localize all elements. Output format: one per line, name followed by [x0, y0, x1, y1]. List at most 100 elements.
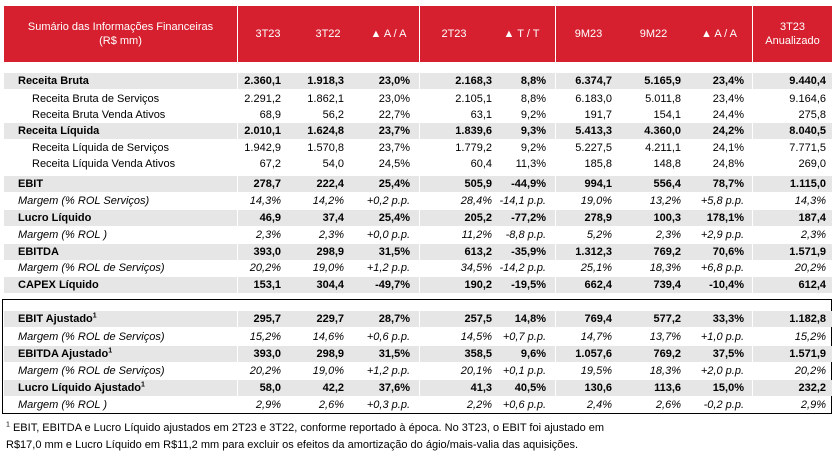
cell-value: +5,8 p.p.	[700, 195, 744, 207]
cell-value: 5.011,8	[645, 93, 681, 105]
header-yoy: ▲ A / A	[370, 28, 407, 40]
cell-value: -8,8 p.p.	[505, 229, 546, 241]
cell-value: 68,9	[259, 109, 281, 121]
cell-value: 185,8	[584, 158, 612, 170]
cell-value: 994,1	[584, 178, 612, 190]
cell-value: 2,6%	[655, 399, 681, 411]
column-divider	[237, 311, 238, 413]
table-row: EBIT Ajustado1 295,7 229,7 28,7% 257,5 14,8% 7…	[4, 311, 832, 327]
cell-value: 1.839,6	[455, 125, 492, 137]
cell-value: 24,4%	[712, 109, 744, 121]
header-group-quarter: 3T23 3T22 ▲ A / A	[238, 6, 419, 62]
cell-value: 15,2%	[249, 331, 281, 343]
table-row: CAPEX Líquido 153,1 304,4 -49,7% 190,2 -19,5%…	[4, 277, 832, 293]
cell-value: 9,2%	[520, 109, 546, 121]
row-label-receita-liquida-venda-ativos: Receita Líquida Venda Ativos	[32, 158, 176, 170]
row-label-margem-rol: Margem (% ROL )	[18, 399, 108, 411]
cell-value: 15,2%	[794, 331, 826, 343]
header-3t22: 3T22	[315, 28, 341, 40]
cell-value: 54,0	[322, 158, 344, 170]
cell-value: 22,7%	[378, 109, 410, 121]
table-row: Margem (% ROL Serviços) 14,3% 14,2% +0,2 p.…	[4, 193, 832, 209]
cell-value: 2,3%	[800, 229, 826, 241]
row-label-margem-rol-de-servicos: Margem (% ROL de Serviços)	[18, 365, 165, 377]
cell-value: 2,3%	[655, 229, 681, 241]
cell-value: -49,7%	[375, 279, 410, 291]
cell-value: 2,9%	[800, 399, 826, 411]
column-divider	[419, 311, 420, 413]
footnote-ref: 1	[92, 312, 97, 320]
header-9m23: 9M23	[574, 28, 603, 40]
cell-value: 1.570,8	[307, 142, 344, 154]
cell-value: +0,6 p.p.	[366, 331, 410, 343]
cell-value: 14,7%	[580, 331, 612, 343]
cell-value: 1.862,1	[307, 93, 344, 105]
cell-value: 2.105,1	[455, 93, 492, 105]
cell-value: 1.779,2	[455, 142, 492, 154]
cell-value: -77,2%	[511, 212, 546, 224]
table-row: Margem (% ROL ) 2,3% 2,3% +0,0 p.p. 11,2% -8,…	[4, 227, 832, 243]
cell-value: 153,1	[253, 279, 281, 291]
cell-value: 37,6%	[378, 382, 410, 394]
header-title-line1: Sumário das Informações Financeiras	[27, 21, 214, 33]
cell-value: 13,7%	[649, 331, 681, 343]
cell-value: 24,8%	[712, 158, 744, 170]
cell-value: 769,4	[584, 313, 612, 325]
cell-value: 19,0%	[312, 262, 344, 274]
cell-value: 295,7	[253, 313, 281, 325]
column-divider	[752, 73, 753, 293]
cell-value: 298,9	[316, 246, 344, 258]
cell-value: 4.211,1	[645, 142, 681, 154]
cell-value: 2,9%	[255, 399, 281, 411]
cell-value: 8,8%	[520, 93, 546, 105]
cell-value: 2.168,3	[455, 75, 492, 87]
cell-value: 1.942,9	[244, 142, 281, 154]
cell-value: -14,2 p.p.	[499, 262, 546, 274]
cell-value: 19,0%	[580, 195, 612, 207]
cell-value: -35,9%	[511, 246, 546, 258]
cell-value: 9.440,4	[789, 75, 826, 87]
header-2t23: 2T23	[441, 28, 467, 40]
cell-value: +1,2 p.p.	[366, 262, 410, 274]
row-label-receita-bruta: Receita Bruta	[18, 75, 89, 87]
cell-value: 58,0	[259, 382, 281, 394]
cell-value: 662,4	[584, 279, 612, 291]
cell-value: 2.291,2	[244, 93, 281, 105]
cell-value: +6,8 p.p.	[700, 262, 744, 274]
cell-value: 70,6%	[712, 246, 744, 258]
header-qoq: ▲ T / T	[503, 28, 540, 40]
cell-value: 269,0	[798, 158, 826, 170]
header-annual-3t23: 3T23	[779, 21, 806, 33]
cell-value: +1,0 p.p.	[700, 331, 744, 343]
cell-value: 25,4%	[378, 178, 410, 190]
cell-value: 2,4%	[586, 399, 612, 411]
cell-value: 5.413,3	[575, 125, 612, 137]
cell-value: 393,0	[253, 348, 281, 360]
table-row: Margem (% ROL de Serviços) 20,2% 19,0% +1,2…	[4, 363, 832, 379]
cell-value: -10,4%	[709, 279, 744, 291]
cell-value: 556,4	[653, 178, 681, 190]
cell-value: 9,3%	[520, 125, 546, 137]
row-label-lucro-liquido-ajustado: Lucro Líquido Ajustado1	[18, 381, 145, 394]
cell-value: +2,9 p.p.	[700, 229, 744, 241]
cell-value: 739,4	[653, 279, 681, 291]
cell-value: 577,2	[653, 313, 681, 325]
cell-value: 20,2%	[249, 262, 281, 274]
cell-value: 14,3%	[249, 195, 281, 207]
cell-value: 612,4	[798, 279, 826, 291]
table-header-title: Sumário das Informações Financeiras (R$ …	[4, 6, 237, 62]
cell-value: 42,2	[322, 382, 344, 394]
row-label-margem-rol-de-servicos: Margem (% ROL de Serviços)	[18, 262, 165, 274]
cell-value: 278,9	[584, 212, 612, 224]
header-3t23: 3T23	[255, 28, 281, 40]
header-group-qoq: 2T23 ▲ T / T	[420, 6, 555, 62]
row-label-margem-rol: Margem (% ROL )	[18, 229, 108, 241]
cell-value: 130,6	[584, 382, 612, 394]
cell-value: +0,1 p.p.	[502, 365, 546, 377]
cell-value: 14,6%	[312, 331, 344, 343]
cell-value: -0,2 p.p.	[703, 399, 744, 411]
cell-value: 37,5%	[712, 348, 744, 360]
cell-value: 1.057,6	[575, 348, 612, 360]
cell-value: 113,6	[654, 382, 681, 394]
cell-value: 304,4	[316, 279, 344, 291]
